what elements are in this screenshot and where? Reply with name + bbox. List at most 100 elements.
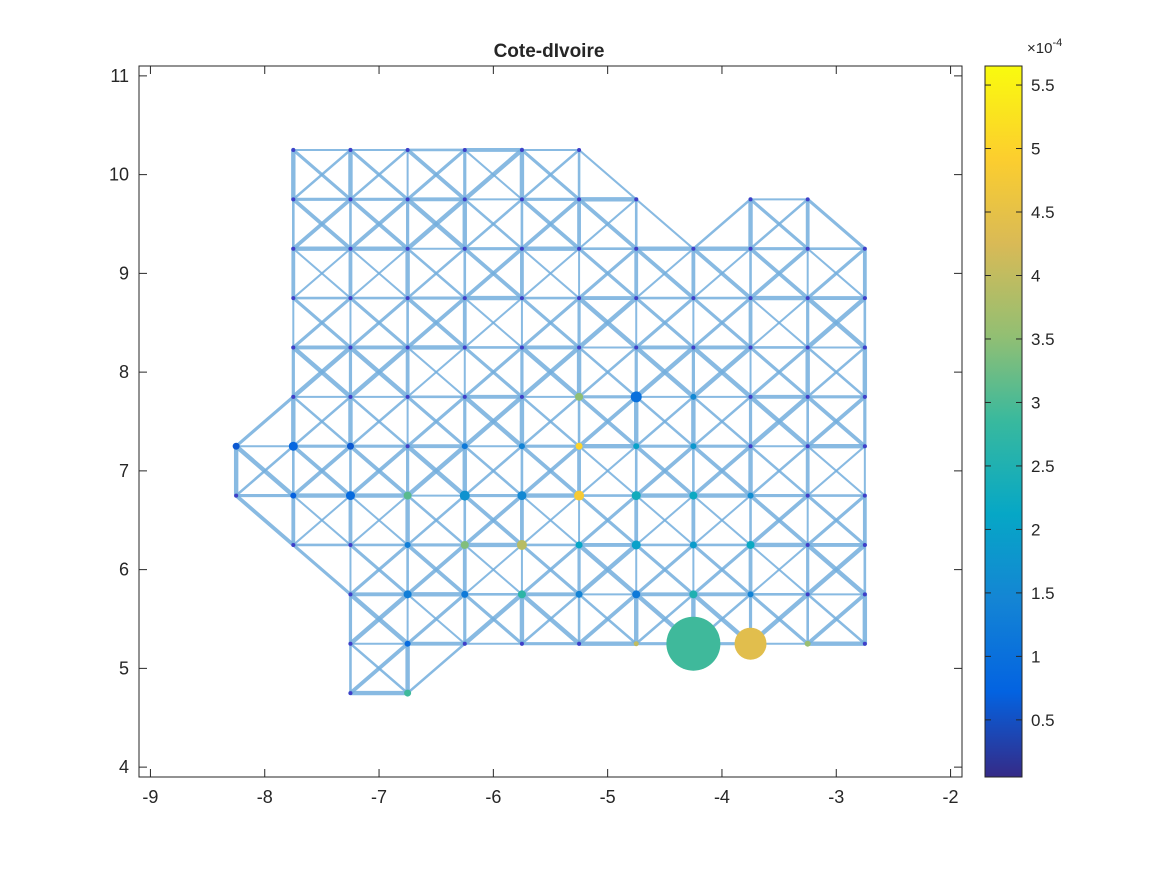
network-edge xyxy=(234,395,295,448)
network-node xyxy=(748,246,753,251)
network-edge xyxy=(691,345,753,400)
network-edge xyxy=(349,642,409,695)
y-tick-label: 7 xyxy=(119,461,129,481)
network-node-highlighted xyxy=(632,590,641,599)
network-node xyxy=(462,296,467,301)
network-node xyxy=(634,246,639,251)
network-node xyxy=(862,394,867,399)
network-edge xyxy=(406,642,467,695)
network-edge xyxy=(463,592,524,646)
network-edge xyxy=(576,295,639,350)
network-node-highlighted xyxy=(516,539,527,550)
network-node xyxy=(805,246,810,251)
network-edge xyxy=(292,247,352,300)
network-node xyxy=(405,444,410,449)
network-edge xyxy=(349,247,409,300)
network-edge xyxy=(520,395,581,448)
network-node-highlighted xyxy=(575,590,583,598)
network-edge xyxy=(292,494,352,546)
colorbar: 0.5 1 1.5 2 2.5 3 3.5 4 4.5 5 5.5 ×10-4 xyxy=(984,37,1062,778)
network-node-highlighted xyxy=(631,540,641,550)
network-node-highlighted xyxy=(747,492,754,499)
network-node xyxy=(519,345,524,350)
network-node-highlighted xyxy=(690,393,697,400)
network-edge xyxy=(578,445,638,497)
network-node-highlighted xyxy=(630,391,642,403)
network-edge xyxy=(634,345,696,400)
network-edge xyxy=(634,246,696,300)
network-node-highlighted xyxy=(804,640,811,647)
network-node-highlighted xyxy=(734,627,767,660)
y-tick-label: 6 xyxy=(119,560,129,580)
network-node-highlighted xyxy=(666,616,721,671)
network-edge xyxy=(462,246,524,300)
network-node-highlighted xyxy=(690,443,697,450)
network-node xyxy=(348,542,353,547)
y-axis-ticks: 4 5 6 7 8 9 10 11 xyxy=(109,66,962,777)
network-node xyxy=(748,296,753,301)
network-edge xyxy=(348,444,410,498)
network-node-highlighted xyxy=(404,541,411,548)
network-node xyxy=(805,592,810,597)
network-edge xyxy=(805,295,868,350)
network-edge xyxy=(291,148,353,201)
y-tick-label: 11 xyxy=(110,66,129,86)
network-edge xyxy=(519,345,582,400)
network-node xyxy=(862,493,867,498)
network-node xyxy=(348,394,353,399)
network-edge xyxy=(749,297,809,349)
network-node xyxy=(348,592,353,597)
network-node xyxy=(462,197,467,202)
colorbar-exponent-power: -4 xyxy=(1052,37,1062,49)
network-edge xyxy=(233,443,296,498)
network-edge xyxy=(805,394,867,449)
network-edge xyxy=(405,197,467,251)
network-edge xyxy=(405,543,467,597)
network-node xyxy=(519,147,524,152)
network-node xyxy=(634,345,639,350)
network-edge xyxy=(634,296,695,350)
network-edge xyxy=(462,394,525,449)
x-tick-label: -6 xyxy=(485,787,501,807)
colorbar-tick-label: 4.5 xyxy=(1031,203,1055,222)
x-tick-label: -9 xyxy=(142,787,158,807)
colorbar-exponent-base: ×10 xyxy=(1027,40,1052,57)
network-node xyxy=(405,296,410,301)
network-node xyxy=(519,296,524,301)
network-node xyxy=(862,296,867,301)
network-node xyxy=(348,641,353,646)
network-edge xyxy=(462,493,524,547)
network-node-highlighted xyxy=(461,590,469,598)
network-node xyxy=(348,197,353,202)
network-edge xyxy=(806,247,866,300)
network-edge xyxy=(578,148,638,201)
x-tick-label: -2 xyxy=(943,787,959,807)
y-tick-label: 5 xyxy=(119,658,129,678)
network-node xyxy=(748,394,753,399)
network-node xyxy=(405,345,410,350)
network-node-highlighted xyxy=(288,441,298,451)
y-tick-label: 4 xyxy=(119,757,129,777)
network-edge xyxy=(234,493,296,547)
colorbar-tick-label: 3 xyxy=(1031,393,1040,412)
network-edge xyxy=(634,444,696,498)
network-edge xyxy=(806,346,867,399)
network-node xyxy=(348,147,353,152)
network-edge xyxy=(635,494,695,546)
colorbar-tick-label: 5.5 xyxy=(1031,76,1055,95)
network-edge xyxy=(806,593,867,645)
network-node-highlighted xyxy=(575,541,583,549)
network-node-highlighted xyxy=(689,590,698,599)
network-edge xyxy=(577,593,638,645)
network-edge xyxy=(520,247,581,300)
network-node xyxy=(862,592,867,597)
colorbar-tick-label: 2.5 xyxy=(1031,457,1055,476)
network-node-highlighted xyxy=(518,443,525,450)
network-node xyxy=(291,197,296,202)
network-edge xyxy=(348,592,410,646)
colorbar-tick-label: 1.5 xyxy=(1031,584,1055,603)
network-edge xyxy=(405,443,467,498)
network-edge xyxy=(520,197,581,251)
network-edge xyxy=(748,493,810,547)
x-tick-label: -5 xyxy=(600,787,616,807)
